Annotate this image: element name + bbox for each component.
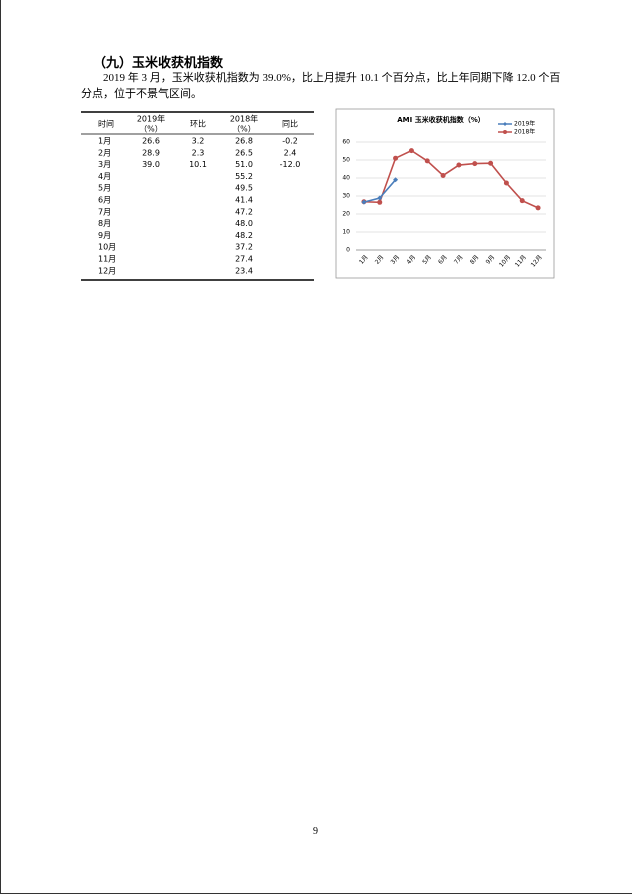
x-tick-label: 2月 [374,254,386,266]
y-tick-label: 30 [342,193,350,200]
page-number: 9 [313,826,318,837]
x-tick-label: 3月 [390,254,402,266]
y-tick-label: 50 [342,157,350,164]
y-tick-label: 60 [342,139,350,146]
point [424,158,430,164]
table-header: 2018年 [230,114,258,124]
y-tick-label: 0 [346,247,350,254]
table-header: 时间 [98,119,114,129]
x-tick-label: 5月 [421,254,433,266]
table-cell: 48.2 [235,231,253,240]
point [456,162,462,168]
table-cell: 48.0 [235,219,253,228]
table-cell: 5月 [98,184,111,193]
table-cell: -0.2 [282,137,298,146]
series-line [363,149,539,209]
table-cell: 23.4 [235,266,253,275]
table-cell: 51.0 [235,160,253,169]
table-cell: 10月 [98,243,116,252]
table-cell: 6月 [98,196,111,205]
table-cell: 55.2 [235,172,253,181]
x-tick-label: 4月 [405,254,417,266]
table-cell: 41.4 [235,196,253,205]
table-cell: 3月 [98,160,111,169]
point [503,180,509,186]
heading: （九）玉米收获机指数 [93,56,224,71]
table-cell: 2月 [98,148,111,157]
table-cell: 10.1 [189,160,207,169]
x-tick-label: 7月 [453,254,465,266]
table-cell: 11月 [98,255,116,264]
y-tick-label: 20 [342,211,350,218]
paragraph: 2019 年 3 月，玉米收获机指数为 39.0%，比上月提升 10.1 个百分… [81,72,561,100]
table-cell: 12月 [98,266,116,275]
table-cell: 3.2 [192,137,205,146]
table-cell: 2.3 [192,148,205,157]
x-tick-label: 1月 [358,254,370,266]
table-cell: 27.4 [235,255,253,264]
table-cell: 39.0 [142,160,160,169]
table-cell: 47.2 [235,207,253,216]
table-cell: 26.8 [235,137,253,146]
table-cell: 8月 [98,219,111,228]
point [377,195,383,201]
table-cell: 28.9 [142,148,160,157]
legend-marker [503,122,507,126]
point [393,177,399,183]
table-cell: 2.4 [284,148,297,157]
point [488,160,494,166]
point [393,155,399,161]
x-tick-label: 6月 [437,254,449,266]
table-cell: 9月 [98,231,111,240]
table-header: （%） [232,125,256,134]
y-tick-label: 10 [342,229,350,236]
table-cell: 37.2 [235,243,253,252]
table-header: 同比 [282,119,298,129]
legend-label: 2019年 [514,120,535,128]
table-cell: -12.0 [280,160,301,169]
table-cell: 49.5 [235,184,253,193]
table-header: 环比 [190,119,206,129]
table-cell: 1月 [98,137,111,146]
point [377,199,383,205]
x-tick-label: 9月 [485,254,497,266]
y-tick-label: 40 [342,175,350,182]
point [440,172,446,178]
table-cell: 4月 [98,172,111,181]
table-cell: 7月 [98,207,111,216]
chart-title: AMI 玉米收获机指数（%） [397,115,484,124]
x-tick-label: 8月 [469,254,481,266]
point [472,161,478,167]
table-cell: 26.5 [235,148,253,157]
legend-label: 2018年 [514,128,535,136]
point [361,199,367,205]
point [408,148,414,154]
point [519,198,525,204]
legend-marker [503,130,507,134]
table-header: （%） [139,125,163,134]
table-cell: 26.6 [142,137,160,146]
table-header: 2019年 [137,114,165,124]
point [535,205,541,211]
